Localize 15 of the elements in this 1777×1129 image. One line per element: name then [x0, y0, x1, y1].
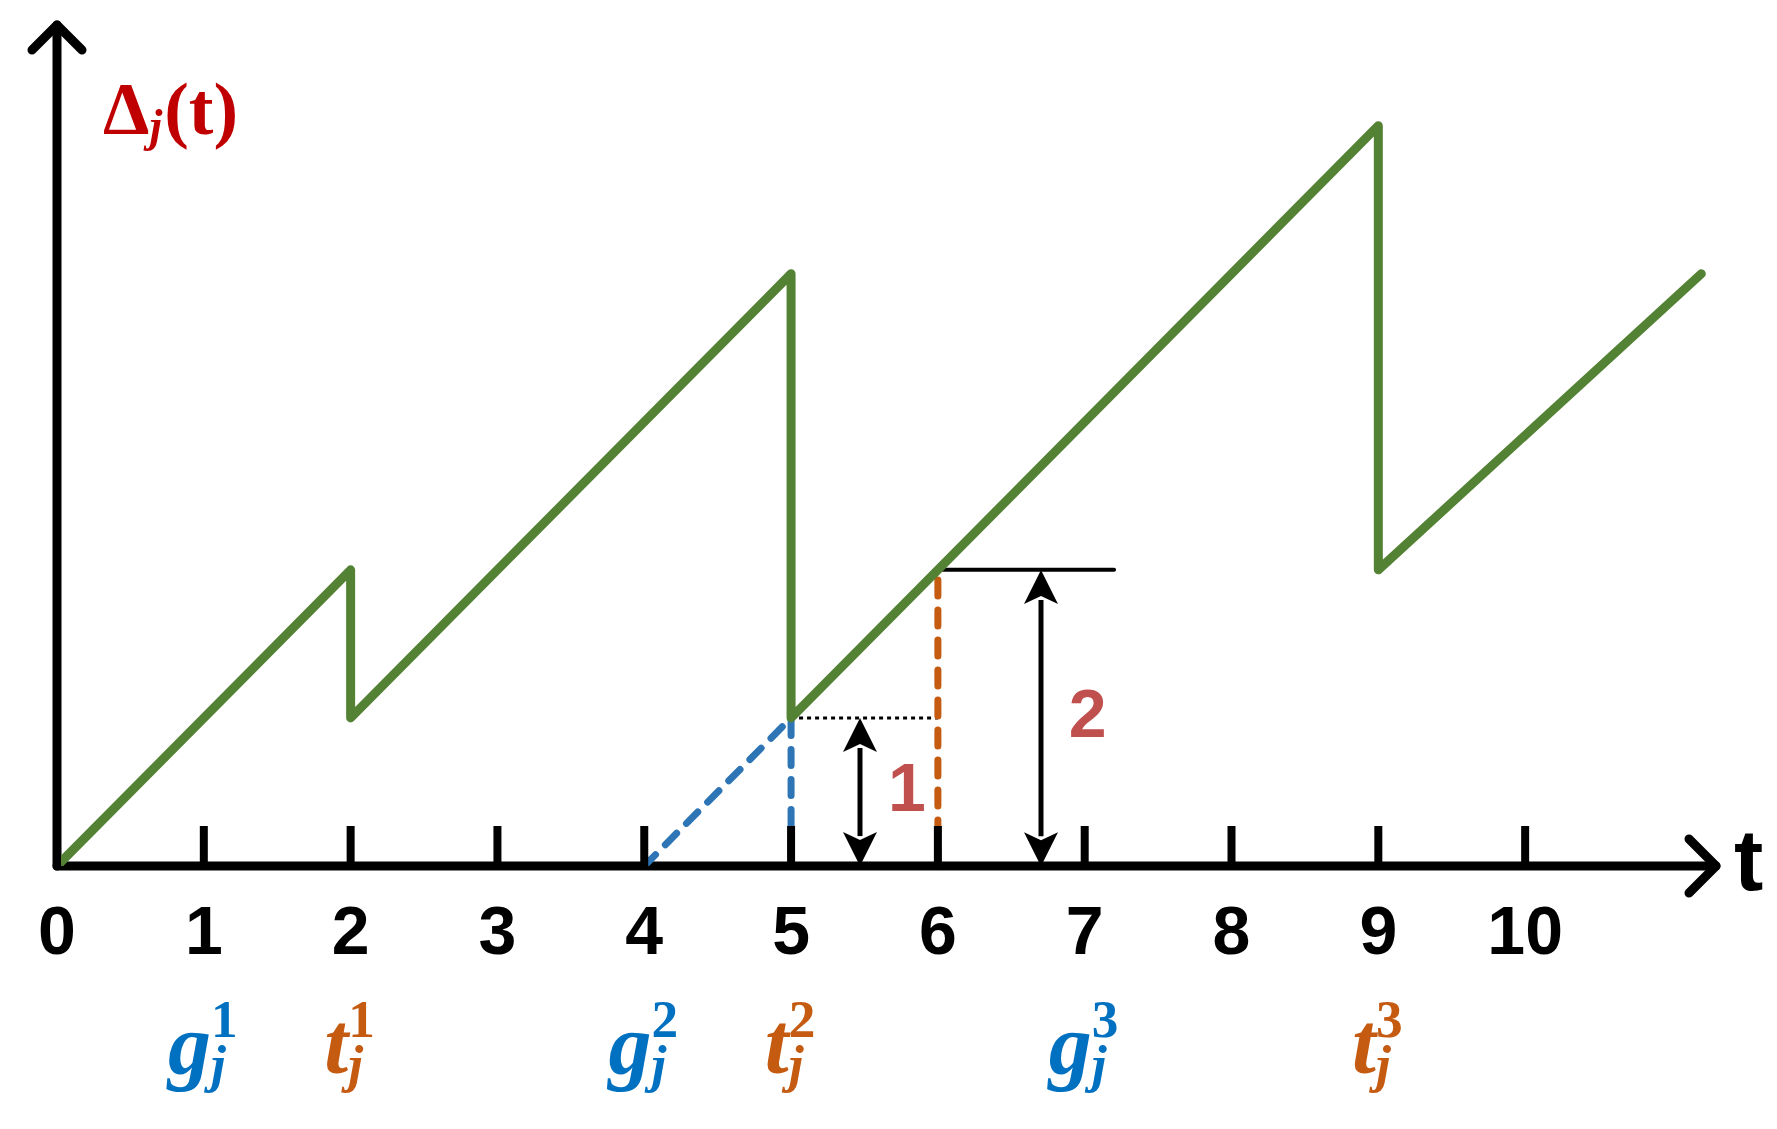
- x-tick-label: 4: [625, 891, 664, 968]
- x-tick-label: 8: [1212, 891, 1251, 968]
- x-tick-label: 6: [918, 891, 957, 968]
- x-tick-label: 7: [1065, 891, 1104, 968]
- x-tick-label: 9: [1359, 891, 1398, 968]
- x-tick-label: 0: [38, 891, 76, 968]
- x-axis-title: t: [1734, 810, 1764, 910]
- x-tick-label: 3: [478, 891, 517, 968]
- annotation: 2: [1068, 674, 1107, 751]
- x-tick-label: 2: [331, 891, 370, 968]
- x-tick-label: 10: [1487, 891, 1563, 968]
- x-tick-label: 1: [184, 891, 223, 968]
- x-tick-label: 5: [772, 891, 810, 968]
- y-axis-title: Δj(t): [103, 68, 239, 152]
- annotation: 1: [888, 748, 926, 825]
